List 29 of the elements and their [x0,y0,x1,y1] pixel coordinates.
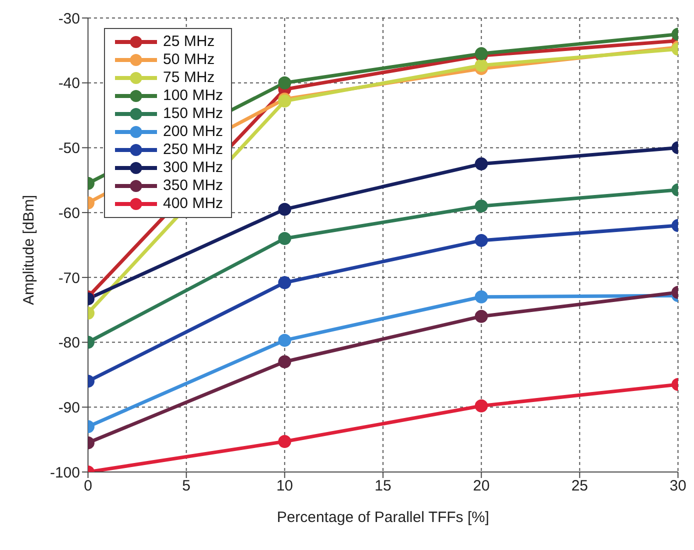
y-tick-label: -70 [58,270,80,287]
legend-label: 50 MHz [163,51,215,69]
x-tick-label: 30 [670,478,686,495]
legend-label: 100 MHz [163,87,224,105]
y-tick-label: -100 [50,464,80,482]
x-tick-label: 15 [374,478,392,495]
point [278,435,292,448]
point [474,399,488,412]
x-tick-label: 20 [472,478,490,495]
legend-label: 200 MHz [163,123,224,141]
legend-label: 250 MHz [163,141,224,159]
y-tick-label: -50 [58,140,80,158]
legend-label: 350 MHz [163,177,224,195]
x-tick-label: 0 [84,478,92,495]
y-tick-label: -60 [58,204,80,222]
y-tick-label: -40 [58,75,80,92]
x-tick-label: 10 [276,478,294,495]
y-tick-label: -90 [58,399,80,416]
legend-label: 300 MHz [163,159,224,177]
legend-label: 400 MHz [163,195,224,213]
legend-label: 150 MHz [163,105,224,123]
y-tick-label: -80 [58,334,80,352]
x-tick-label: 5 [182,478,191,495]
x-axis-title: Percentage of Parallel TFFs [%] [276,509,490,526]
y-axis-title: Amplitude [dBm] [20,194,38,305]
legend-label: 75 MHz [163,69,215,87]
y-tick-label: -30 [58,10,80,28]
x-tick-label: 25 [571,478,588,495]
legend-label: 25 MHz [163,33,215,51]
